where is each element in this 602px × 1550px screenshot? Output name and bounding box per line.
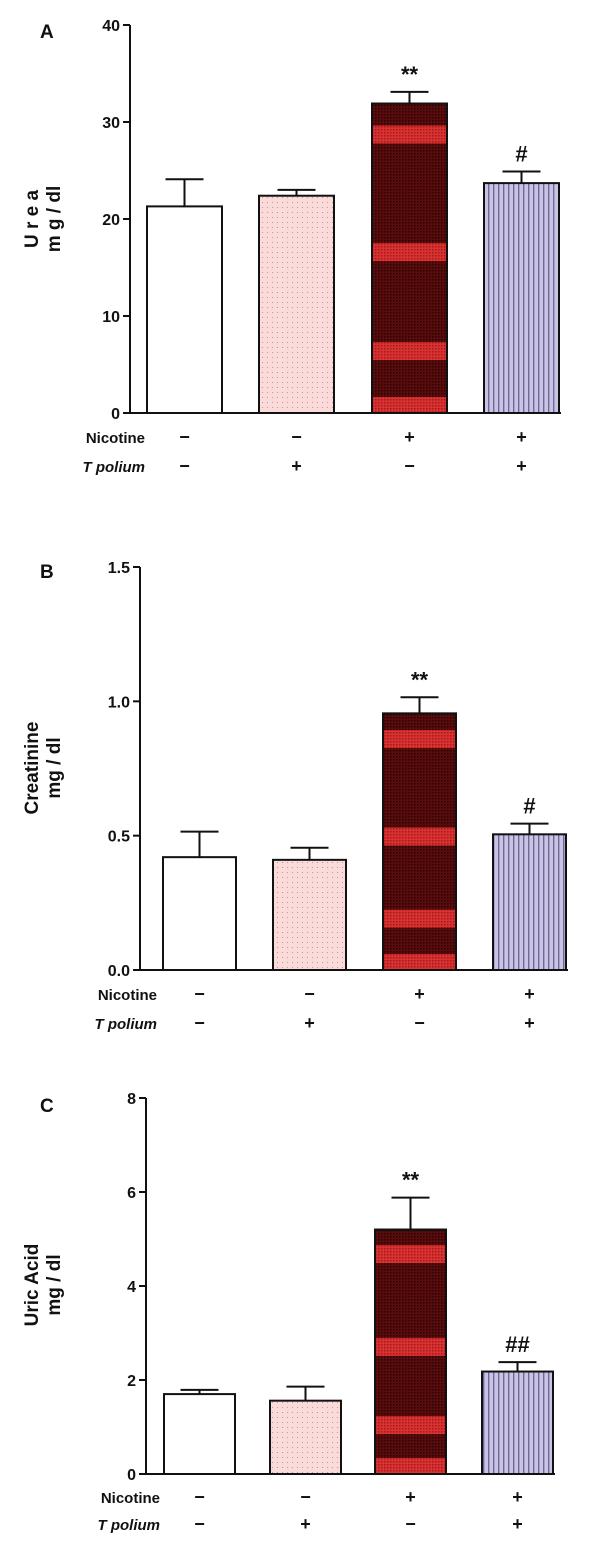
bar-texture-band: [373, 243, 446, 262]
bar-outline-nicotine: [371, 102, 448, 414]
nicotine-symbol: −: [194, 984, 205, 1004]
tpolium-symbol: −: [404, 456, 415, 476]
nicotine-symbol: +: [404, 427, 415, 447]
y-tick-label: 40: [102, 18, 120, 35]
y-tick-label: 0: [127, 1467, 136, 1484]
bar-texture-band: [376, 1458, 445, 1473]
panel-label: B: [40, 562, 54, 583]
y-tick-label: 6: [127, 1185, 136, 1202]
bar-texture-band: [373, 125, 446, 144]
tpolium-symbol: +: [512, 1514, 523, 1534]
y-axis-label-line1: U r e a: [22, 190, 43, 249]
nicotine-symbol: −: [194, 1487, 205, 1507]
nicotine-symbol: +: [524, 984, 535, 1004]
bar-texture-band: [376, 1337, 445, 1356]
tpolium-symbol: +: [524, 1013, 535, 1033]
bar-texture-band: [384, 909, 455, 928]
bar-nicotine-tpolium: [492, 833, 567, 971]
row-label-tpolium: T polium: [98, 1517, 161, 1534]
y-axis-label-line1: Creatinine: [22, 722, 43, 815]
chart-panel-c: C Uric Acidmg / dl 0 2 4 6 8 − − − + ** + − ## + + Nicoti…: [22, 1091, 555, 1534]
nicotine-symbol: +: [516, 427, 527, 447]
significance-marker: **: [401, 62, 419, 87]
y-tick-label: 0: [111, 406, 120, 423]
row-label-nicotine: Nicotine: [101, 1490, 160, 1507]
significance-marker: #: [515, 141, 527, 166]
tpolium-symbol: +: [291, 456, 302, 476]
row-label-nicotine: Nicotine: [86, 430, 145, 447]
nicotine-symbol: −: [291, 427, 302, 447]
y-axis-label-line2: m g / dl: [44, 186, 65, 253]
nicotine-symbol: −: [304, 984, 315, 1004]
nicotine-symbol: +: [512, 1487, 523, 1507]
y-axis-label: Uric Acidmg / dl: [22, 1244, 65, 1327]
bar-texture-band: [384, 954, 455, 969]
bar-tpolium: [272, 858, 347, 972]
tpolium-symbol: −: [405, 1514, 416, 1534]
significance-marker: **: [402, 1168, 420, 1193]
y-axis-label-line2: mg / dl: [44, 1254, 65, 1315]
tpolium-symbol: −: [194, 1013, 205, 1033]
significance-marker: #: [523, 794, 535, 819]
y-tick-label: 2: [127, 1373, 136, 1390]
bar-texture-band: [384, 827, 455, 846]
bar-nicotine-tpolium: [483, 182, 560, 414]
tpolium-symbol: −: [194, 1514, 205, 1534]
bar-control: [146, 205, 223, 414]
tpolium-symbol: −: [179, 456, 190, 476]
row-label-nicotine: Nicotine: [98, 987, 157, 1004]
significance-marker: ##: [505, 1332, 529, 1357]
panel-label: A: [40, 22, 54, 43]
chart-panel-b: B Creatininemg / dl 0.0 0.5 1.0 1.5 − − − + ** + − # +…: [22, 560, 568, 1033]
bar-texture-band: [376, 1416, 445, 1435]
nicotine-symbol: −: [300, 1487, 311, 1507]
y-tick-label: 10: [102, 309, 120, 326]
tpolium-symbol: +: [300, 1514, 311, 1534]
significance-marker: **: [411, 667, 429, 692]
y-tick-label: 20: [102, 212, 120, 229]
bar-control: [163, 1393, 236, 1475]
y-tick-label: 8: [127, 1091, 136, 1108]
y-axis-label: Creatininemg / dl: [22, 722, 65, 815]
row-label-tpolium: T polium: [83, 459, 146, 476]
tpolium-symbol: +: [516, 456, 527, 476]
y-tick-label: 30: [102, 115, 120, 132]
bar-outline-nicotine: [374, 1228, 447, 1475]
y-tick-label: 0.0: [108, 963, 130, 980]
bar-control: [162, 856, 237, 971]
bar-texture-band: [376, 1245, 445, 1264]
y-tick-label: 1.5: [108, 560, 130, 577]
nicotine-symbol: +: [405, 1487, 416, 1507]
bar-texture-band: [373, 397, 446, 412]
y-tick-label: 1.0: [108, 694, 130, 711]
nicotine-symbol: −: [179, 427, 190, 447]
row-label-tpolium: T polium: [95, 1016, 158, 1033]
bar-texture-band: [373, 342, 446, 361]
tpolium-symbol: −: [414, 1013, 425, 1033]
bar-outline-nicotine: [382, 712, 457, 971]
panel-label: C: [40, 1096, 54, 1117]
y-axis-label-line2: mg / dl: [44, 737, 65, 798]
y-tick-label: 0.5: [108, 829, 130, 846]
nicotine-symbol: +: [414, 984, 425, 1004]
bar-nicotine-tpolium: [481, 1370, 554, 1476]
y-axis-label-line1: Uric Acid: [22, 1244, 43, 1327]
bar-texture-band: [384, 730, 455, 749]
y-axis-label: U r e am g / dl: [22, 186, 65, 253]
chart-panel-a: A U r e am g / dl 0 10 20 30 40 − − − + ** + − # + + Nico…: [22, 18, 561, 476]
tpolium-symbol: +: [304, 1013, 315, 1033]
y-tick-label: 4: [127, 1279, 136, 1296]
bar-tpolium: [258, 194, 335, 414]
bar-tpolium: [269, 1399, 342, 1476]
